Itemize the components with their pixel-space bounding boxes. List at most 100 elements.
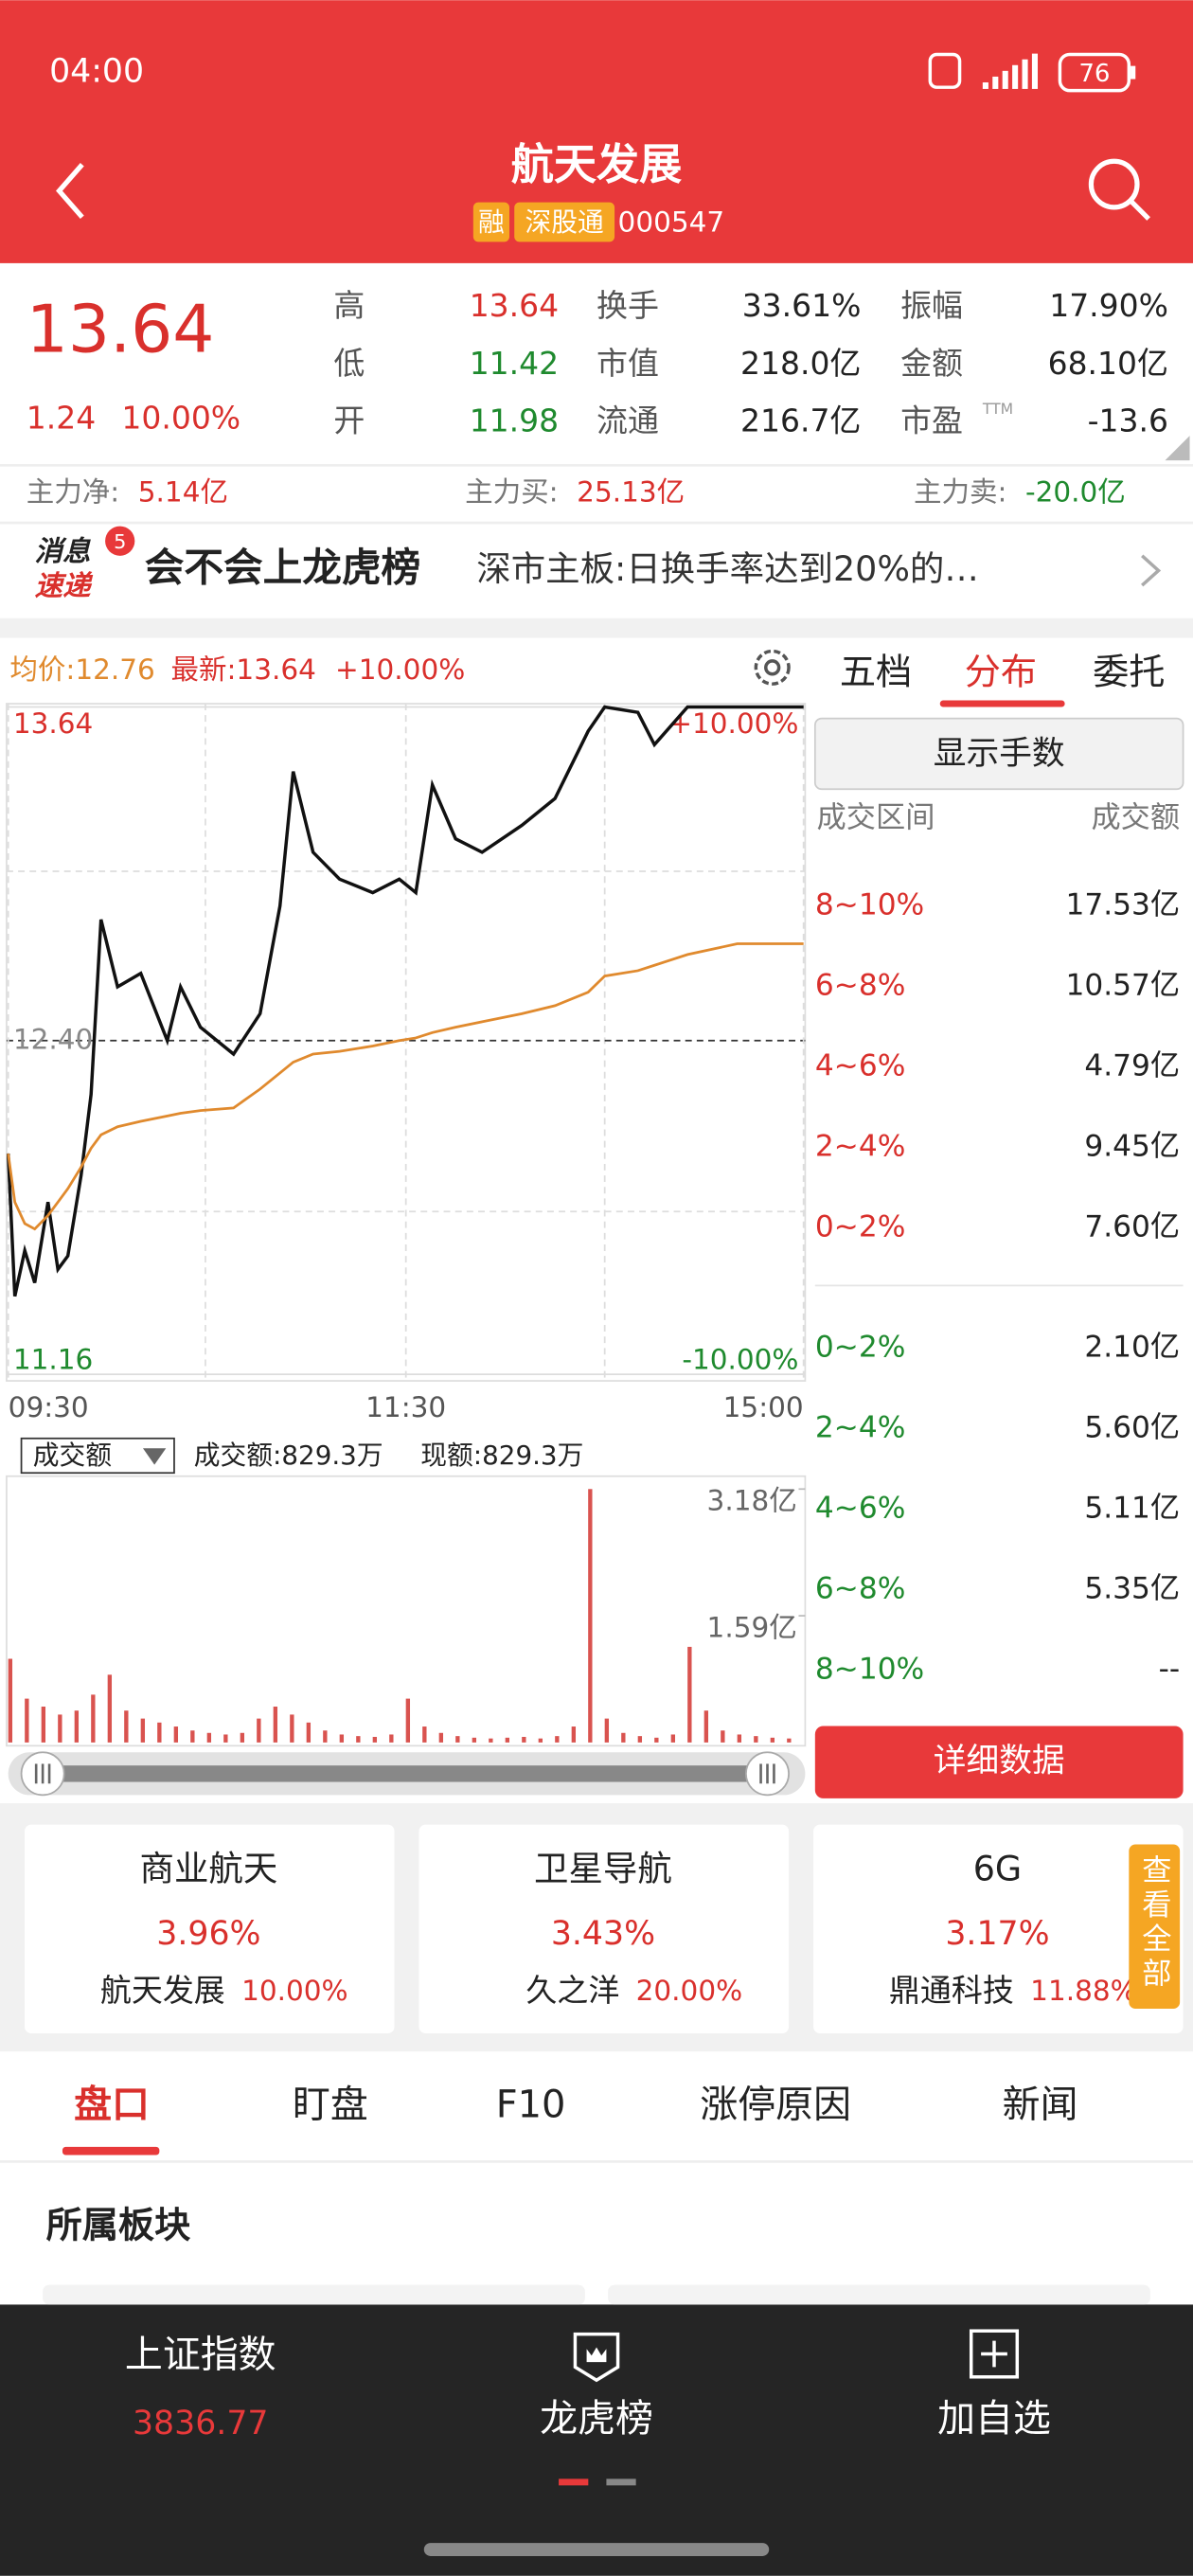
nfc-icon: [928, 52, 962, 89]
y2-tick-label: -10.00%: [682, 1344, 798, 1376]
flow-value: 5.14亿: [138, 475, 228, 508]
volume-bar: [140, 1718, 146, 1743]
volume-bar: [621, 1732, 626, 1743]
settings-button[interactable]: [754, 649, 791, 686]
panel-tab[interactable]: 分布: [965, 652, 1037, 693]
news-count: 5: [114, 530, 126, 553]
tag: 融: [478, 206, 505, 238]
back-button[interactable]: [56, 163, 84, 220]
nav-item[interactable]: 加自选: [937, 2397, 1051, 2441]
news-text[interactable]: 深市主板:日换手率达到20%的…: [476, 548, 979, 589]
volume-info: 现额:829.3万: [420, 1440, 583, 1471]
volume-bar: [173, 1726, 179, 1743]
index-name[interactable]: 上证指数: [125, 2333, 276, 2376]
stat-sup: TTM: [982, 401, 1013, 418]
tab[interactable]: 盘口: [74, 2084, 150, 2127]
stat-label: 高: [333, 287, 365, 324]
sector-card[interactable]: [418, 1824, 790, 2034]
stat-label: 振幅: [900, 287, 963, 324]
volume-bar: [770, 1737, 775, 1743]
stat-value: 11.98: [470, 402, 559, 439]
amount: 9.45亿: [1084, 1130, 1180, 1164]
tab-underline: [62, 2146, 160, 2156]
volume-bar: [438, 1732, 444, 1743]
last-pct: +10.00%: [335, 653, 465, 686]
volume-bar: [356, 1736, 361, 1743]
nav-item[interactable]: 龙虎榜: [540, 2397, 653, 2441]
price-line: [7, 942, 804, 1231]
search-button[interactable]: [1088, 158, 1140, 210]
volume-bar: [306, 1722, 312, 1743]
volume-bar: [157, 1722, 162, 1743]
stat-label: 市值: [596, 345, 659, 382]
page-dot: [559, 2478, 589, 2486]
toggle-button[interactable]: [813, 717, 1184, 791]
sector-card[interactable]: [25, 1824, 395, 2034]
flow-value: 25.13亿: [577, 475, 685, 508]
tab[interactable]: 盯盘: [293, 2084, 368, 2127]
news-badge: 速递: [34, 569, 94, 601]
index-value: 3836.77: [133, 2405, 269, 2442]
page-dot: [606, 2478, 636, 2486]
stock-name: 航天发展: [511, 139, 682, 189]
signal-bar: [982, 81, 988, 89]
corner-mark: [1165, 436, 1190, 461]
volume-bar: [555, 1736, 560, 1743]
card-hint: [43, 2284, 585, 2305]
x-tick-label: 09:30: [9, 1391, 89, 1423]
search-handle: [1129, 199, 1150, 221]
stat-value: 216.7亿: [740, 402, 861, 439]
stat-value: 11.42: [470, 345, 559, 382]
y-tick-label: 12.40: [13, 1023, 93, 1055]
tag-box: [514, 202, 615, 242]
range: 8~10%: [815, 1653, 924, 1687]
volume-selector-label[interactable]: 成交额: [33, 1440, 112, 1471]
volume-bar: [637, 1736, 643, 1743]
volume-bar: [687, 1646, 692, 1743]
volume-bar: [41, 1707, 46, 1743]
tab[interactable]: 涨停原因: [700, 2084, 851, 2127]
column-header: 成交区间: [817, 801, 935, 835]
toggle-label[interactable]: 显示手数: [934, 735, 1065, 773]
flow-label: 主力卖:: [914, 475, 1006, 508]
range: 0~2%: [815, 1330, 906, 1364]
stat-value: 13.64: [470, 287, 559, 324]
more-tab[interactable]: [1129, 1844, 1181, 2010]
volume-bar: [74, 1710, 80, 1743]
detail-button-label[interactable]: 详细数据: [934, 1743, 1065, 1780]
stat-label: 开: [333, 402, 365, 439]
volume-bar: [505, 1737, 510, 1743]
panel-tab[interactable]: 五档: [840, 652, 912, 693]
volume-bar: [654, 1737, 659, 1743]
volume-bar: [91, 1694, 96, 1743]
home-indicator: [423, 2543, 770, 2556]
chevron: [1141, 554, 1162, 587]
y2-tick-label: +10.00%: [668, 707, 798, 740]
stat-value: -13.6: [1088, 402, 1168, 439]
range: 4~6%: [815, 1491, 906, 1525]
news-title[interactable]: 会不会上龙虎榜: [145, 544, 420, 590]
sector-pct: 3.43%: [551, 1915, 655, 1953]
range: 0~2%: [815, 1210, 906, 1244]
volume-bar: [273, 1707, 278, 1743]
flow-label: 主力净:: [27, 475, 119, 508]
detail-button[interactable]: [814, 1726, 1184, 1798]
sector-card[interactable]: [813, 1824, 1184, 2034]
volume-bar: [703, 1710, 709, 1743]
y-tick-label: 13.64: [13, 707, 93, 740]
news-badge: 消息: [34, 535, 91, 567]
panel-tab[interactable]: 委托: [1093, 652, 1165, 693]
signal-bar: [992, 76, 999, 89]
range: 8~10%: [815, 887, 924, 921]
sector-pct: 3.17%: [945, 1915, 1049, 1953]
scroll-thumb: [36, 1765, 776, 1782]
volume-bar: [787, 1738, 792, 1743]
more-label[interactable]: 查看全部: [1136, 1854, 1171, 1993]
tab[interactable]: F10: [496, 2084, 566, 2127]
tab[interactable]: 新闻: [1003, 2084, 1078, 2127]
sector-name: 卫星导航: [534, 1849, 672, 1889]
volume-bar: [372, 1736, 378, 1743]
leader-pct: 20.00%: [636, 1975, 742, 2007]
news-count-dot: [105, 526, 135, 556]
